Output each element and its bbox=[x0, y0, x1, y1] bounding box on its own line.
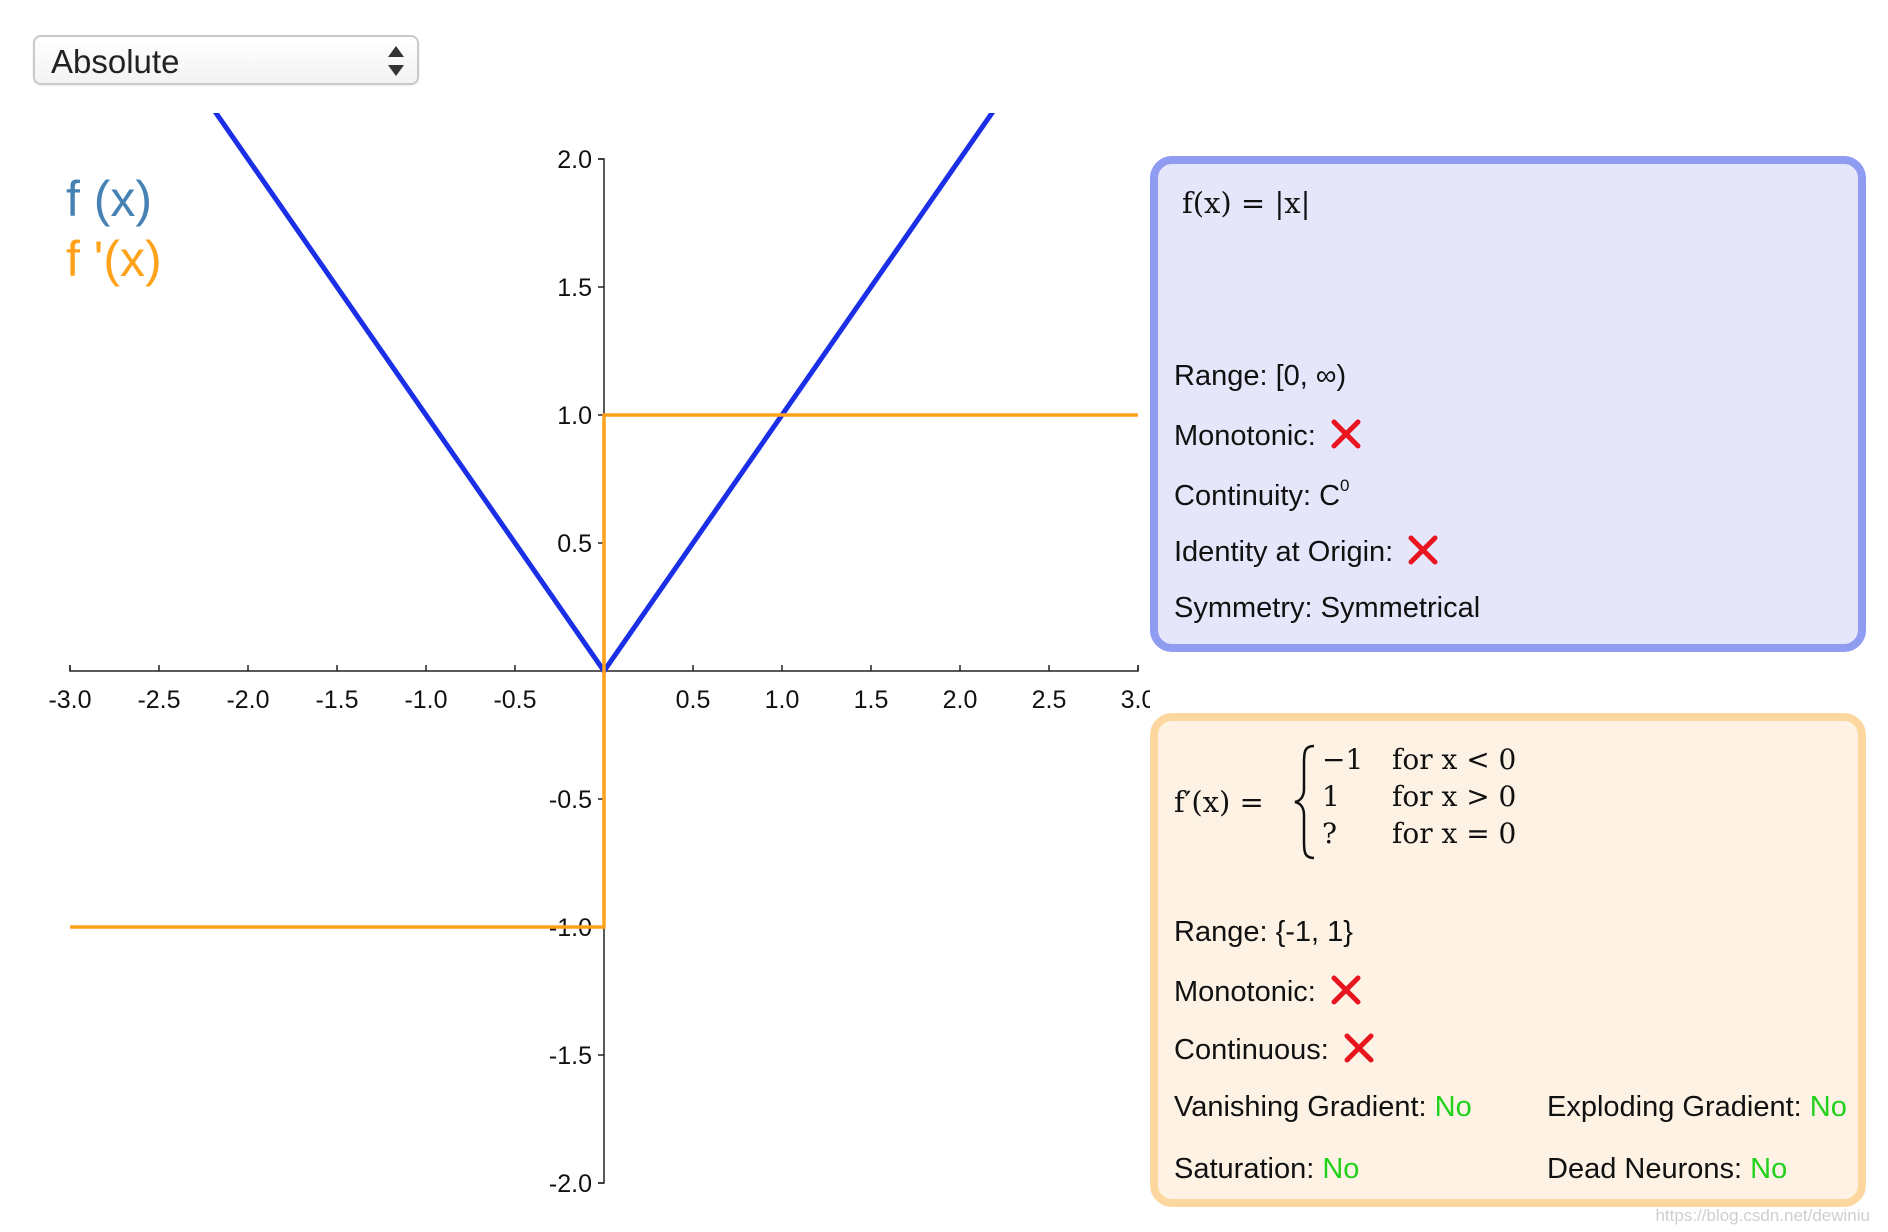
range-label: Range: bbox=[1174, 916, 1268, 948]
saturation-label: Saturation: bbox=[1174, 1153, 1315, 1185]
continuity-row: Continuity: C0 bbox=[1174, 476, 1350, 513]
x-tick-label: 2.0 bbox=[943, 686, 978, 714]
derivative-info-panel: f′(x) = −1 for x < 0 1 for x > 0 ? for x… bbox=[1150, 713, 1866, 1207]
symmetry-label: Symmetry: bbox=[1174, 592, 1313, 624]
select-arrows-icon bbox=[388, 46, 404, 76]
x-tick-label: 1.0 bbox=[765, 686, 800, 714]
cross-icon bbox=[1408, 535, 1438, 565]
continuity-label: Continuity: bbox=[1174, 480, 1312, 512]
exploding-gradient-label: Exploding Gradient: bbox=[1547, 1091, 1802, 1123]
series-df-line bbox=[70, 413, 1138, 929]
y-tick-label: -2.0 bbox=[549, 1170, 592, 1198]
continuous-label: Continuous: bbox=[1174, 1034, 1329, 1066]
x-tick-label: -1.0 bbox=[404, 686, 447, 714]
x-tick-label: 1.5 bbox=[854, 686, 889, 714]
x-tick-label: -3.0 bbox=[48, 686, 91, 714]
dead-neurons-label: Dead Neurons: bbox=[1547, 1153, 1743, 1185]
x-tick-label: 0.5 bbox=[676, 686, 711, 714]
y-tick-label: -0.5 bbox=[549, 786, 592, 814]
x-tick-label: -2.0 bbox=[226, 686, 269, 714]
y-tick-label: 0.5 bbox=[557, 530, 592, 558]
range-row: Range: [0, ∞) bbox=[1174, 360, 1346, 393]
legend-df: f '(x) bbox=[66, 231, 162, 287]
x-tick-label: -1.5 bbox=[315, 686, 358, 714]
y-tick-label: -1.5 bbox=[549, 1042, 592, 1070]
cross-icon bbox=[1331, 419, 1361, 449]
range-value: {-1, 1} bbox=[1275, 916, 1353, 948]
y-tick-label: 2.0 bbox=[557, 146, 592, 174]
symmetry-value: Symmetrical bbox=[1320, 592, 1481, 624]
case-value: −1 bbox=[1322, 743, 1364, 776]
axes: -3.0 -2.5 -2.0 -1.5 -1.0 -0.5 0.5 1.0 1.5 2.0 2.5 3… bbox=[48, 146, 1150, 1198]
function-plot: -3.0 -2.5 -2.0 -1.5 -1.0 -0.5 0.5 1.0 1.5 2.0 2.5 3… bbox=[48, 113, 1150, 1198]
symmetry-row: Symmetry: Symmetrical bbox=[1174, 592, 1480, 625]
brace-icon bbox=[1294, 744, 1315, 860]
x-tick-label: 3.0 bbox=[1121, 686, 1150, 714]
range-value: [0, ∞) bbox=[1275, 360, 1347, 392]
case-value: 1 bbox=[1322, 780, 1340, 813]
case-condition: for x < 0 bbox=[1392, 743, 1517, 776]
monotonic-row: Monotonic: bbox=[1174, 418, 1362, 453]
vanishing-gradient-label: Vanishing Gradient: bbox=[1174, 1091, 1427, 1123]
dead-neurons-row: Dead Neurons: No bbox=[1547, 1153, 1787, 1186]
activation-function-select[interactable]: Absolute bbox=[33, 35, 419, 85]
monotonic-label: Monotonic: bbox=[1174, 420, 1316, 452]
continuity-sup: 0 bbox=[1340, 476, 1350, 495]
x-tick-label: -2.5 bbox=[137, 686, 180, 714]
identity-row: Identity at Origin: bbox=[1174, 534, 1439, 569]
series-lines bbox=[70, 113, 1138, 929]
case-condition: for x = 0 bbox=[1392, 817, 1517, 850]
range-label: Range: bbox=[1174, 360, 1268, 392]
saturation-row: Saturation: No bbox=[1174, 1153, 1359, 1186]
continuous-row: Continuous: bbox=[1174, 1032, 1375, 1067]
legend-f: f (x) bbox=[66, 171, 153, 227]
continuity-value: C bbox=[1319, 480, 1341, 512]
range-row: Range: {-1, 1} bbox=[1174, 916, 1353, 949]
x-tick-label: -0.5 bbox=[493, 686, 536, 714]
y-tick-label: 1.5 bbox=[557, 274, 592, 302]
case-condition: for x > 0 bbox=[1392, 780, 1517, 813]
monotonic-label: Monotonic: bbox=[1174, 976, 1316, 1008]
cross-icon bbox=[1331, 975, 1361, 1005]
y-tick-label: 1.0 bbox=[557, 402, 592, 430]
identity-label: Identity at Origin: bbox=[1174, 536, 1394, 568]
vanishing-gradient-row: Vanishing Gradient: No bbox=[1174, 1091, 1472, 1124]
function-info-panel: f(x) = |x| Range: [0, ∞) Monotonic: Cont… bbox=[1150, 156, 1866, 652]
exploding-gradient-value: No bbox=[1809, 1091, 1847, 1123]
monotonic-row: Monotonic: bbox=[1174, 974, 1362, 1009]
select-value: Absolute bbox=[51, 43, 180, 80]
derivative-cases: −1 for x < 0 1 for x > 0 ? for x = 0 bbox=[1292, 743, 1532, 861]
function-formula: f(x) = |x| bbox=[1182, 186, 1311, 220]
exploding-gradient-row: Exploding Gradient: No bbox=[1547, 1091, 1847, 1124]
dead-neurons-value: No bbox=[1750, 1153, 1788, 1185]
cross-icon bbox=[1344, 1033, 1374, 1063]
watermark: https://blog.csdn.net/dewiniu bbox=[1655, 1206, 1870, 1225]
derivative-formula-lhs: f′(x) = bbox=[1174, 785, 1264, 819]
case-value: ? bbox=[1322, 817, 1338, 850]
saturation-value: No bbox=[1322, 1153, 1360, 1185]
x-tick-label: 2.5 bbox=[1032, 686, 1067, 714]
vanishing-gradient-value: No bbox=[1434, 1091, 1472, 1123]
